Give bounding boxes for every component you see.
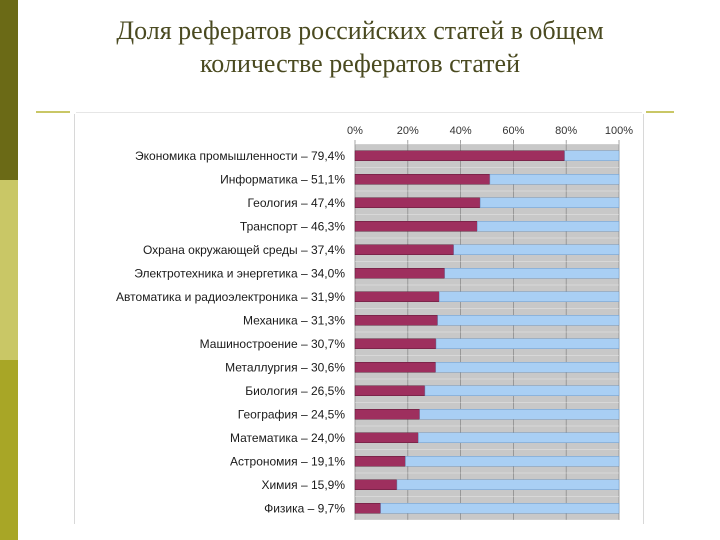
bar-rest-7 — [437, 315, 620, 326]
chart-container: 0% 20% 40% 60% 80% 100% Экономика промышленнос… — [74, 114, 644, 524]
x-tick-label-0: 0% — [347, 125, 363, 137]
slide-title-line-2: количестве рефератов статей — [200, 49, 520, 78]
bar-share-14 — [354, 479, 398, 490]
bar-share-6 — [354, 291, 440, 302]
bar-rest-3 — [476, 221, 620, 232]
bar-rest-13 — [405, 456, 620, 467]
bar-rest-10 — [424, 385, 620, 396]
category-label-3: Транспорт – 46,3% — [240, 219, 345, 233]
category-label-0: Экономика промышленности – 79,4% — [135, 149, 345, 163]
category-label-7: Механика – 31,3% — [243, 313, 345, 327]
category-label-10: Биология – 26,5% — [245, 384, 345, 398]
x-tick-label-1: 20% — [397, 125, 419, 137]
bar-rest-15 — [380, 503, 620, 514]
bar-share-0 — [354, 150, 565, 161]
bar-rest-8 — [435, 338, 620, 349]
category-label-5: Электротехника и энергетика – 34,0% — [134, 266, 345, 280]
bar-share-12 — [354, 432, 419, 443]
slide-title-line-1: Доля рефератов российских статей в общем — [116, 16, 604, 45]
bar-rest-9 — [435, 362, 620, 373]
bar-share-7 — [354, 315, 438, 326]
bar-share-8 — [354, 338, 437, 349]
bar-share-4 — [354, 244, 454, 255]
category-label-14: Химия – 15,9% — [261, 478, 345, 492]
accent-bar-top — [0, 0, 18, 180]
bar-share-3 — [354, 221, 478, 232]
category-label-12: Математика – 24,0% — [230, 431, 345, 445]
category-label-1: Информатика – 51,1% — [220, 172, 345, 186]
x-tick-label-5: 100% — [605, 125, 633, 137]
bar-share-2 — [354, 197, 481, 208]
bar-rest-0 — [564, 150, 620, 161]
bar-rest-1 — [489, 174, 620, 185]
title-divider-right — [646, 111, 674, 113]
title-divider-left — [36, 111, 70, 113]
category-label-6: Автоматика и радиоэлектроника – 31,9% — [116, 290, 345, 304]
accent-bar-middle — [0, 180, 18, 360]
bar-share-1 — [354, 174, 491, 185]
bar-rest-5 — [444, 268, 620, 279]
bar-share-15 — [354, 503, 381, 514]
bar-chart: 0% 20% 40% 60% 80% 100% Экономика промышленнос… — [116, 125, 633, 521]
bar-rest-2 — [479, 197, 620, 208]
bar-share-10 — [354, 385, 426, 396]
category-label-4: Охрана окружающей среды – 37,4% — [143, 243, 345, 257]
category-label-8: Машиностроение – 30,7% — [200, 337, 346, 351]
category-label-9: Металлургия – 30,6% — [225, 360, 345, 374]
category-label-11: География – 24,5% — [238, 407, 346, 421]
x-tick-label-4: 80% — [555, 125, 577, 137]
accent-bar-bottom — [0, 360, 18, 540]
category-label-13: Астрономия – 19,1% — [230, 454, 345, 468]
title-divider-middle — [76, 112, 642, 113]
x-tick-label-3: 60% — [502, 125, 524, 137]
x-tick-label-2: 40% — [450, 125, 472, 137]
bar-rest-6 — [438, 291, 620, 302]
bar-rest-14 — [396, 479, 620, 490]
bar-share-13 — [354, 456, 406, 467]
bar-share-5 — [354, 268, 446, 279]
bar-share-9 — [354, 362, 437, 373]
bar-rest-12 — [418, 432, 620, 443]
slide-title: Доля рефератов российских статей в общем… — [40, 14, 680, 80]
bar-rest-11 — [419, 409, 620, 420]
category-label-15: Физика – 9,7% — [264, 501, 345, 515]
bar-rest-4 — [453, 244, 620, 255]
bar-share-11 — [354, 409, 420, 420]
category-label-2: Геология – 47,4% — [247, 196, 345, 210]
